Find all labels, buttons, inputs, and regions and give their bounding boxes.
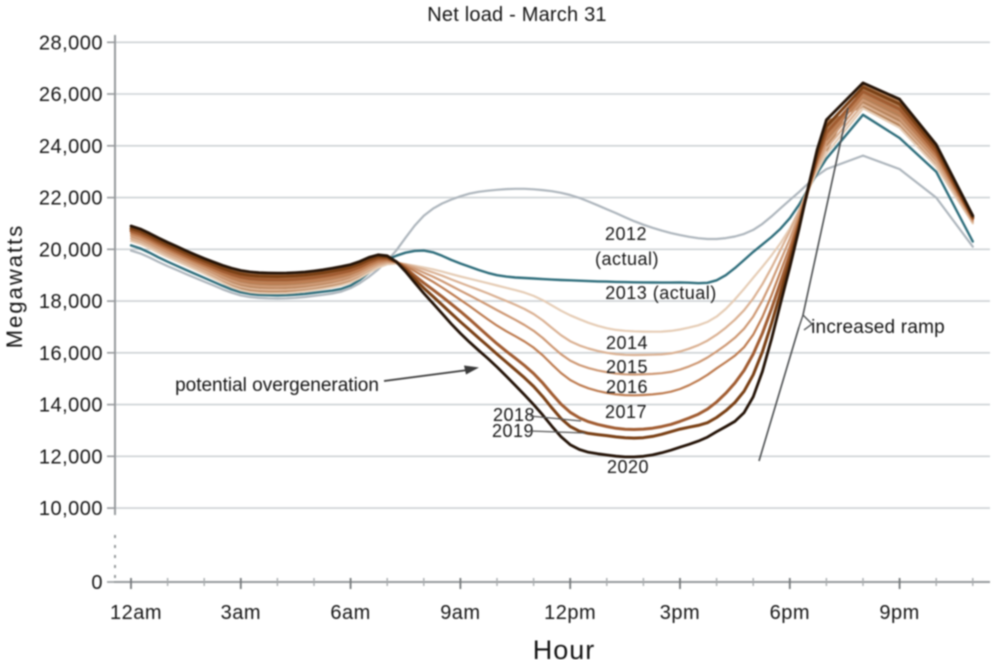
svg-text:16,000: 16,000 [39, 343, 103, 365]
svg-text:2013 (actual): 2013 (actual) [605, 283, 717, 303]
svg-text:2019: 2019 [492, 421, 534, 441]
svg-text:potential overgeneration: potential overgeneration [175, 375, 379, 396]
svg-text:2012: 2012 [605, 224, 647, 244]
svg-text:Net load - March 31: Net load - March 31 [427, 4, 606, 26]
svg-text:22,000: 22,000 [39, 188, 103, 210]
svg-text:10,000: 10,000 [39, 498, 103, 520]
svg-text:12pm: 12pm [544, 602, 596, 624]
svg-text:3pm: 3pm [660, 602, 700, 624]
svg-text:18,000: 18,000 [39, 291, 103, 313]
svg-text:9pm: 9pm [879, 602, 919, 624]
svg-text:increased ramp: increased ramp [811, 317, 945, 338]
svg-text:6am: 6am [330, 602, 370, 624]
svg-text:2020: 2020 [607, 457, 649, 477]
svg-text:3am: 3am [221, 602, 261, 624]
svg-text:(actual): (actual) [595, 249, 659, 269]
svg-text:9am: 9am [440, 602, 480, 624]
svg-text:2018: 2018 [493, 405, 535, 425]
svg-text:6pm: 6pm [770, 602, 810, 624]
svg-text:20,000: 20,000 [39, 239, 103, 261]
svg-text:2014: 2014 [606, 333, 648, 353]
svg-text:Hour: Hour [533, 635, 596, 660]
svg-text:Megawatts: Megawatts [2, 224, 27, 348]
svg-text:24,000: 24,000 [39, 136, 103, 158]
svg-text:12am: 12am [110, 602, 162, 624]
svg-text:0: 0 [91, 572, 103, 594]
svg-text:28,000: 28,000 [39, 32, 103, 54]
svg-text:2017: 2017 [605, 402, 647, 422]
svg-text:2016: 2016 [606, 377, 648, 397]
svg-text:12,000: 12,000 [39, 446, 103, 468]
svg-text:2015: 2015 [606, 357, 648, 377]
svg-text:14,000: 14,000 [39, 395, 103, 417]
svg-text:26,000: 26,000 [39, 84, 103, 106]
